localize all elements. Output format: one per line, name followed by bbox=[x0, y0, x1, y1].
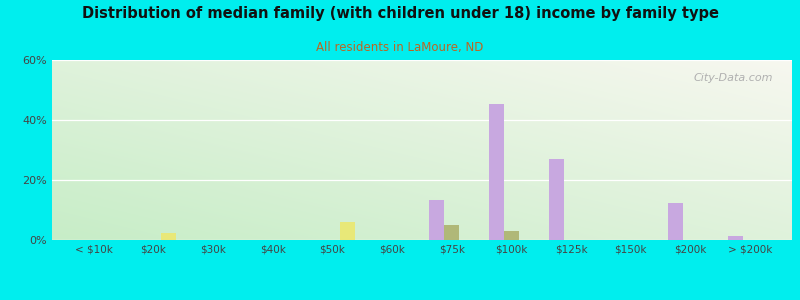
Text: Distribution of median family (with children under 18) income by family type: Distribution of median family (with chil… bbox=[82, 6, 718, 21]
Bar bbox=[489, 103, 504, 240]
Bar bbox=[668, 202, 683, 240]
Bar bbox=[728, 236, 742, 240]
Bar bbox=[549, 159, 564, 240]
Bar bbox=[430, 200, 444, 240]
Bar bbox=[444, 225, 459, 240]
Text: All residents in LaMoure, ND: All residents in LaMoure, ND bbox=[316, 40, 484, 53]
Bar bbox=[161, 232, 176, 240]
Bar bbox=[504, 231, 519, 240]
Bar bbox=[340, 222, 355, 240]
Text: City-Data.com: City-Data.com bbox=[694, 73, 774, 82]
